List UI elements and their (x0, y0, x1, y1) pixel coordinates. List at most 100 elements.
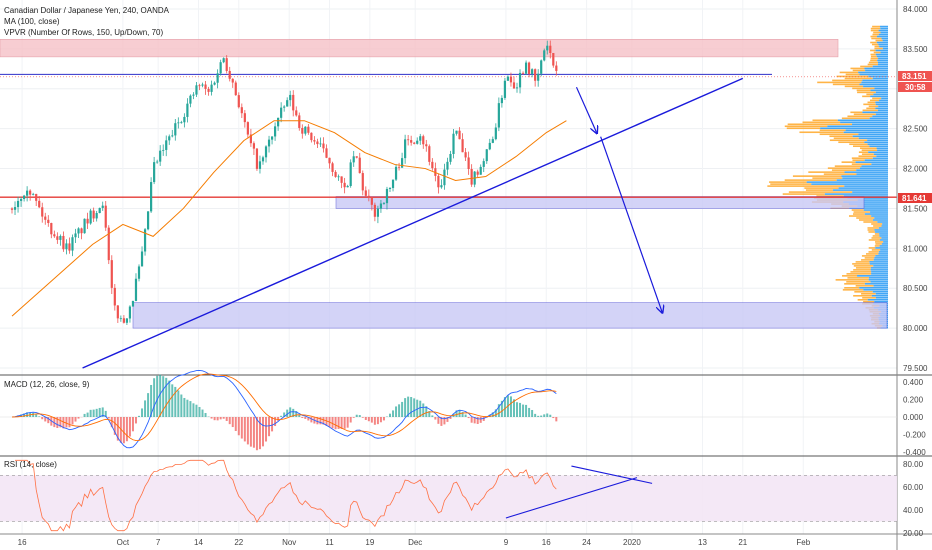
macd-histogram-bar (461, 412, 464, 417)
volume-bar-up (849, 207, 888, 209)
macd-histogram-bar (177, 390, 180, 417)
macd-histogram-bar (310, 417, 313, 423)
volume-bar-up (872, 115, 888, 118)
volume-bar-down (853, 265, 874, 267)
volume-bar-up (873, 285, 888, 287)
macd-histogram-bar (180, 394, 183, 417)
volume-bar-down (852, 263, 870, 265)
volume-bar-down (831, 169, 857, 171)
volume-bar-up (859, 167, 888, 169)
volume-bar-down (850, 67, 865, 70)
rsi-tick-label: 20.00 (903, 529, 924, 538)
rsi-label[interactable]: RSI (14, close) (4, 460, 57, 469)
volume-bar-up (871, 273, 888, 275)
volume-bar-up (844, 185, 888, 187)
candle-body (68, 243, 71, 251)
macd-histogram-bar (171, 384, 174, 417)
time-tick-label: Oct (117, 538, 130, 547)
macd-histogram-bar (428, 411, 431, 417)
volume-bar-down (859, 219, 873, 221)
candle-body (41, 207, 44, 217)
volume-bar-up (862, 111, 888, 114)
ma-indicator-label[interactable]: MA (100, close) (4, 17, 60, 26)
macd-histogram-bar (352, 417, 355, 418)
candle-body (364, 190, 367, 196)
candle-body (440, 185, 443, 188)
candle-body (382, 203, 386, 204)
volume-bar-down (784, 179, 837, 181)
candle-body (116, 305, 119, 319)
volume-bar-down (870, 29, 879, 32)
candle-body (131, 300, 135, 307)
macd-histogram-bar (59, 417, 62, 428)
candle-body (59, 235, 62, 240)
time-tick-label: 14 (194, 538, 203, 547)
macd-line (11, 370, 557, 449)
candle-body (449, 153, 452, 162)
macd-histogram-bar (379, 417, 382, 423)
volume-bar-down (850, 271, 872, 273)
volume-bar-up (881, 243, 888, 245)
candle-body (521, 72, 525, 74)
price-zones (0, 39, 897, 329)
macd-histogram-bar (343, 417, 346, 429)
volume-bar-up (851, 123, 888, 126)
volume-bar-up (864, 141, 888, 144)
candle-body (168, 136, 171, 141)
macd-histogram-bar (434, 417, 437, 420)
candle-body (301, 127, 304, 134)
candle-body (455, 130, 458, 134)
macd-histogram-bar (503, 397, 506, 417)
volume-bar-down (874, 233, 880, 235)
volume-bar-up (861, 165, 888, 167)
macd-tick-label: -0.200 (903, 431, 926, 440)
macd-histogram-bar (47, 417, 50, 424)
candle-body (95, 213, 98, 219)
volume-bar-up (868, 151, 888, 153)
time-axis[interactable]: 16 Oct 7 14 22 Nov 11 19 Dec 9 16 24 2020 13 21 Feb (18, 538, 811, 547)
macd-histogram-bar (153, 378, 156, 417)
support-zone (132, 302, 888, 329)
volume-bar-up (880, 25, 888, 28)
time-tick-label: 24 (582, 538, 591, 547)
chart-title: Canadian Dollar / Japanese Yen, 240, OAN… (4, 6, 170, 15)
macd-histogram-bar (246, 417, 249, 445)
rsi-tick-label: 40.00 (903, 506, 924, 515)
candle-body (234, 82, 237, 96)
candle-body (443, 169, 446, 186)
volume-bar-down (870, 49, 876, 52)
macd-label[interactable]: MACD (12, 26, close, 9) (4, 380, 90, 389)
candle-body (334, 171, 337, 177)
candle-body (543, 50, 546, 61)
candle-body (304, 126, 307, 134)
vpvr-indicator-label[interactable]: VPVR (Number Of Rows, 150, Up/Down, 70) (4, 28, 164, 37)
candle-body (16, 200, 20, 208)
candle-body (22, 195, 26, 199)
macd-histogram-bar (150, 384, 153, 417)
macd-histogram-bar (325, 417, 328, 426)
macd-tick-label: 0.000 (903, 413, 924, 422)
volume-bar-down (852, 159, 865, 161)
candle-body (252, 143, 256, 149)
volume-bar-up (878, 29, 888, 32)
volume-bar-up (843, 131, 888, 134)
price-tick-label: 82.500 (903, 125, 928, 134)
candle-body (407, 139, 410, 141)
volume-bar-up (875, 247, 888, 249)
macd-tick-label: -0.400 (903, 448, 926, 457)
macd-histogram-bar (113, 417, 116, 435)
candle-body (458, 130, 461, 140)
volume-bar-down (847, 277, 869, 279)
time-tick-label: Feb (796, 538, 810, 547)
candle-body (146, 211, 150, 230)
candle-body (255, 148, 259, 169)
volume-bar-up (843, 201, 888, 203)
candle-body (26, 190, 29, 196)
volume-bar-up (874, 257, 888, 259)
volume-bar-up (879, 233, 888, 235)
volume-bar-up (856, 169, 888, 171)
macd-histogram-bar (500, 400, 503, 417)
macd-histogram-bar (258, 417, 261, 450)
price-tick-label: 80.500 (903, 284, 928, 293)
candle-body (404, 139, 407, 159)
